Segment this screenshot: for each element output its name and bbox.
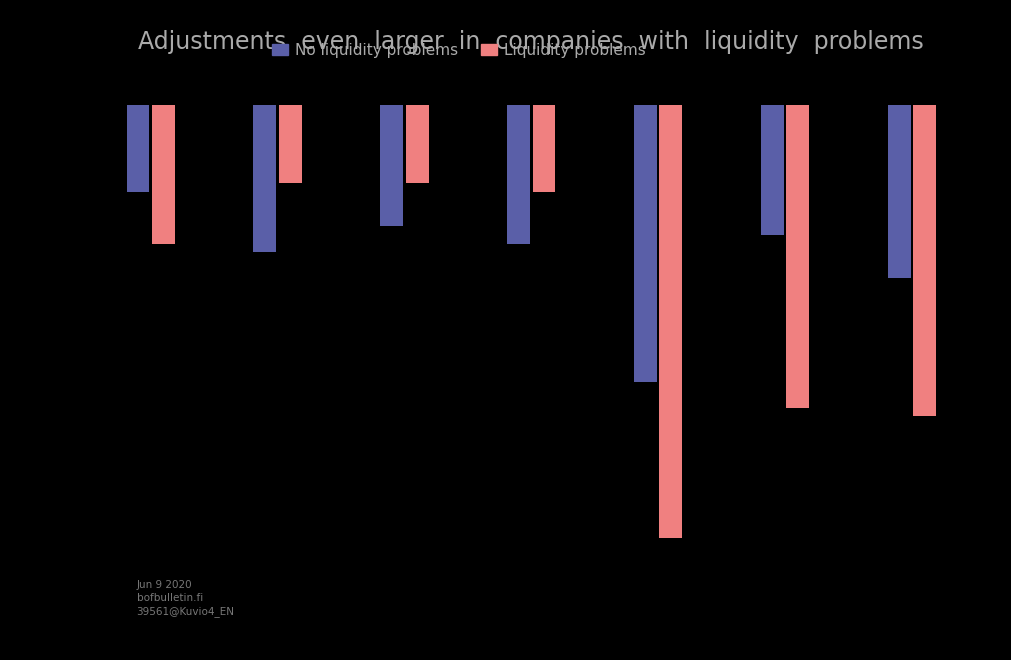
- Bar: [887, 105, 910, 278]
- Bar: [126, 105, 150, 191]
- Title: Adjustments  even  larger  in  companies  with  liquidity  problems: Adjustments even larger in companies wit…: [139, 30, 923, 53]
- Bar: [405, 105, 428, 183]
- Bar: [532, 105, 555, 191]
- Bar: [912, 105, 935, 416]
- Bar: [380, 105, 402, 226]
- Bar: [634, 105, 656, 382]
- Bar: [659, 105, 681, 537]
- Bar: [279, 105, 301, 183]
- Text: Jun 9 2020
bofbulletin.fi
39561@Kuvio4_EN: Jun 9 2020 bofbulletin.fi 39561@Kuvio4_E…: [136, 579, 235, 617]
- Bar: [760, 105, 783, 235]
- Bar: [786, 105, 809, 408]
- Legend: No liquidity problems, Liquidity problems: No liquidity problems, Liquidity problem…: [266, 37, 651, 64]
- Bar: [152, 105, 175, 244]
- Bar: [507, 105, 530, 244]
- Bar: [253, 105, 276, 252]
